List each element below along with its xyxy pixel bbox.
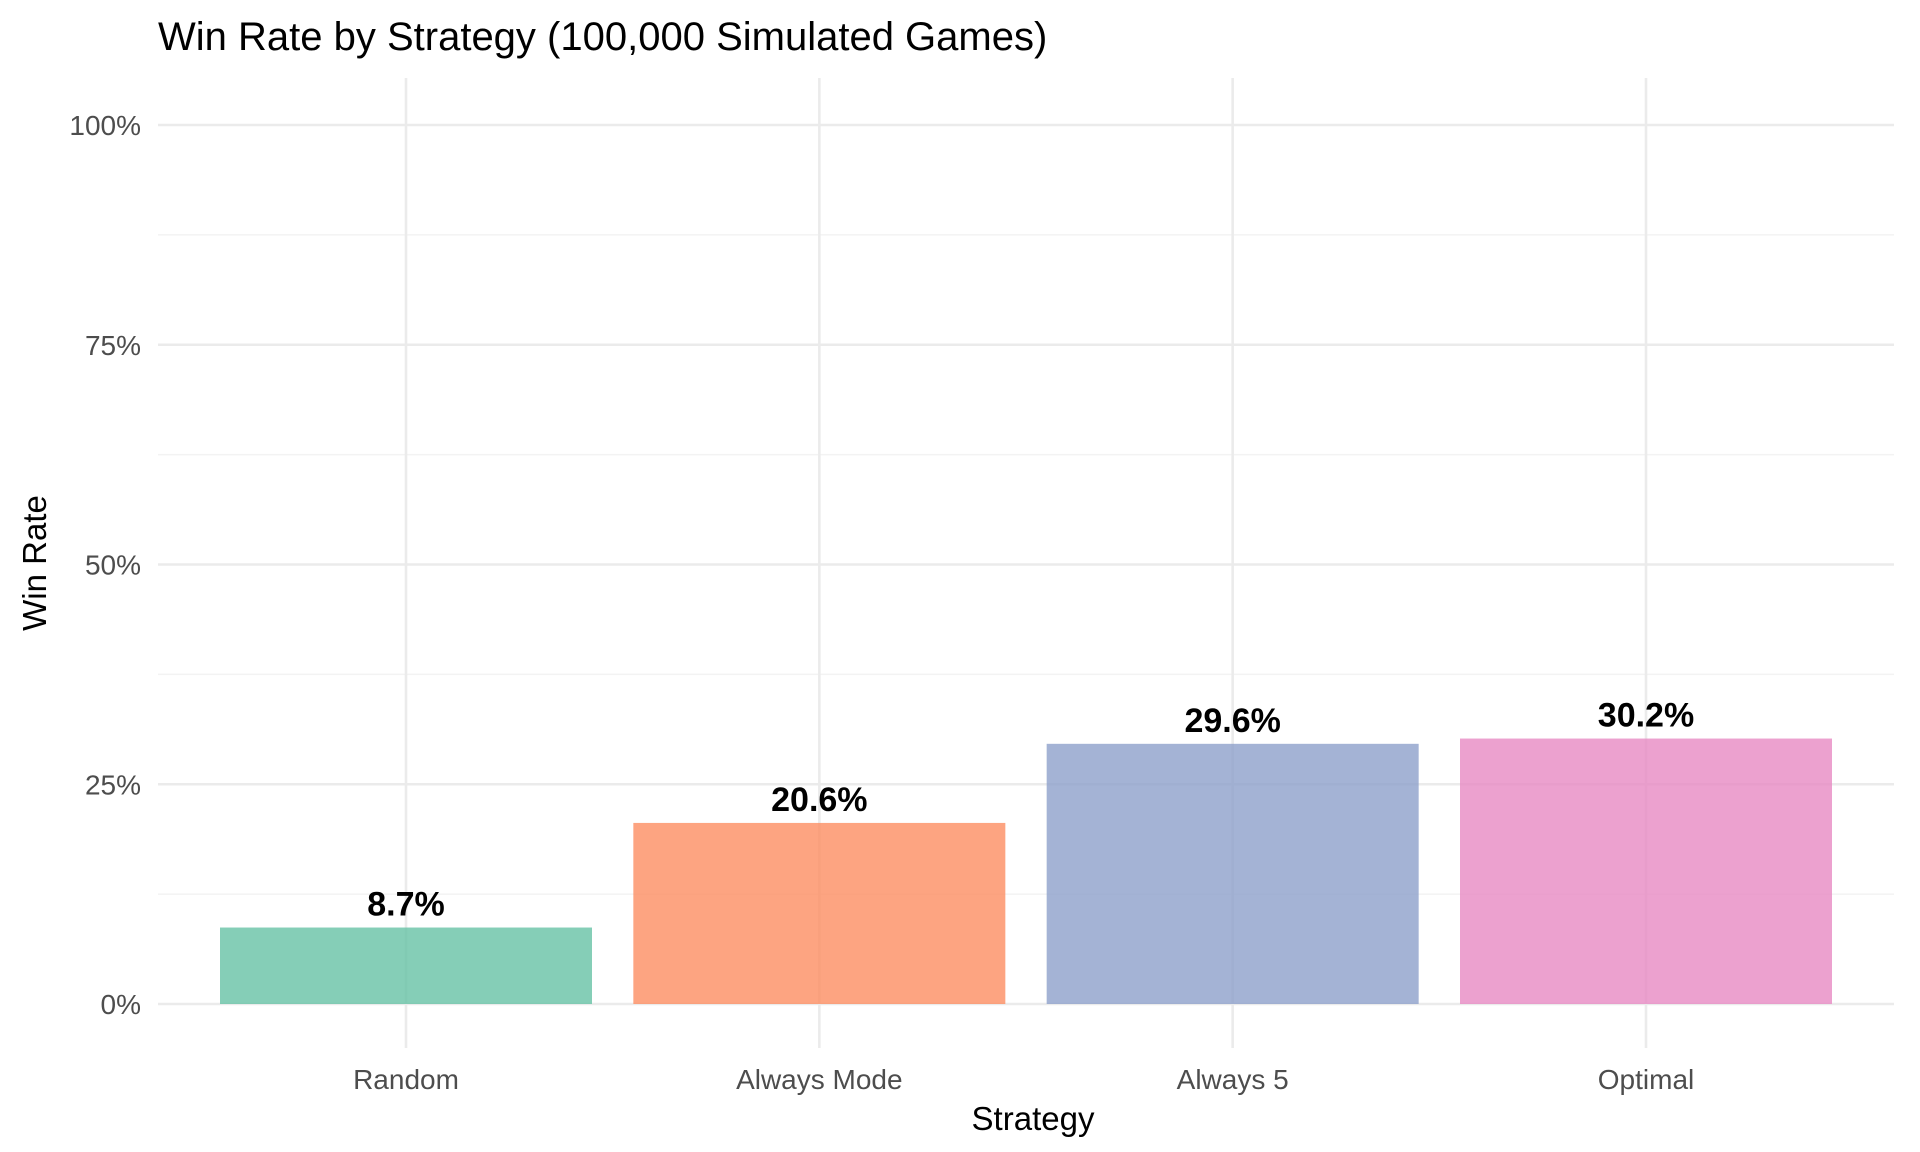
bars bbox=[220, 738, 1832, 1004]
y-tick-label: 100% bbox=[69, 110, 141, 141]
y-tick-label: 0% bbox=[101, 989, 141, 1020]
y-tick-label: 50% bbox=[85, 550, 141, 581]
y-axis-ticks: 0% 25% 50% 75% 100% bbox=[69, 110, 141, 1020]
data-label: 29.6% bbox=[1184, 702, 1280, 740]
bar-always-mode bbox=[633, 822, 1006, 1004]
x-tick-label: Always Mode bbox=[736, 1064, 903, 1095]
x-tick-label: Always 5 bbox=[1177, 1064, 1289, 1095]
data-labels: 8.7% 20.6% 29.6% 30.2% bbox=[367, 697, 1694, 924]
bar-always-5 bbox=[1046, 743, 1419, 1004]
bar-random bbox=[220, 927, 592, 1004]
bar-optimal bbox=[1460, 738, 1832, 1004]
data-label: 8.7% bbox=[367, 886, 445, 924]
x-axis-ticks: Random Always Mode Always 5 Optimal bbox=[353, 1064, 1694, 1095]
y-tick-label: 25% bbox=[85, 769, 141, 800]
data-label: 30.2% bbox=[1598, 697, 1694, 735]
x-axis-title: Strategy bbox=[972, 1100, 1095, 1137]
y-tick-label: 75% bbox=[85, 330, 141, 361]
x-tick-label: Random bbox=[353, 1064, 459, 1095]
chart-title: Win Rate by Strategy (100,000 Simulated … bbox=[158, 15, 1047, 59]
data-label: 20.6% bbox=[771, 781, 867, 819]
x-tick-label: Optimal bbox=[1598, 1064, 1694, 1095]
y-axis-title: Win Rate bbox=[16, 495, 53, 631]
